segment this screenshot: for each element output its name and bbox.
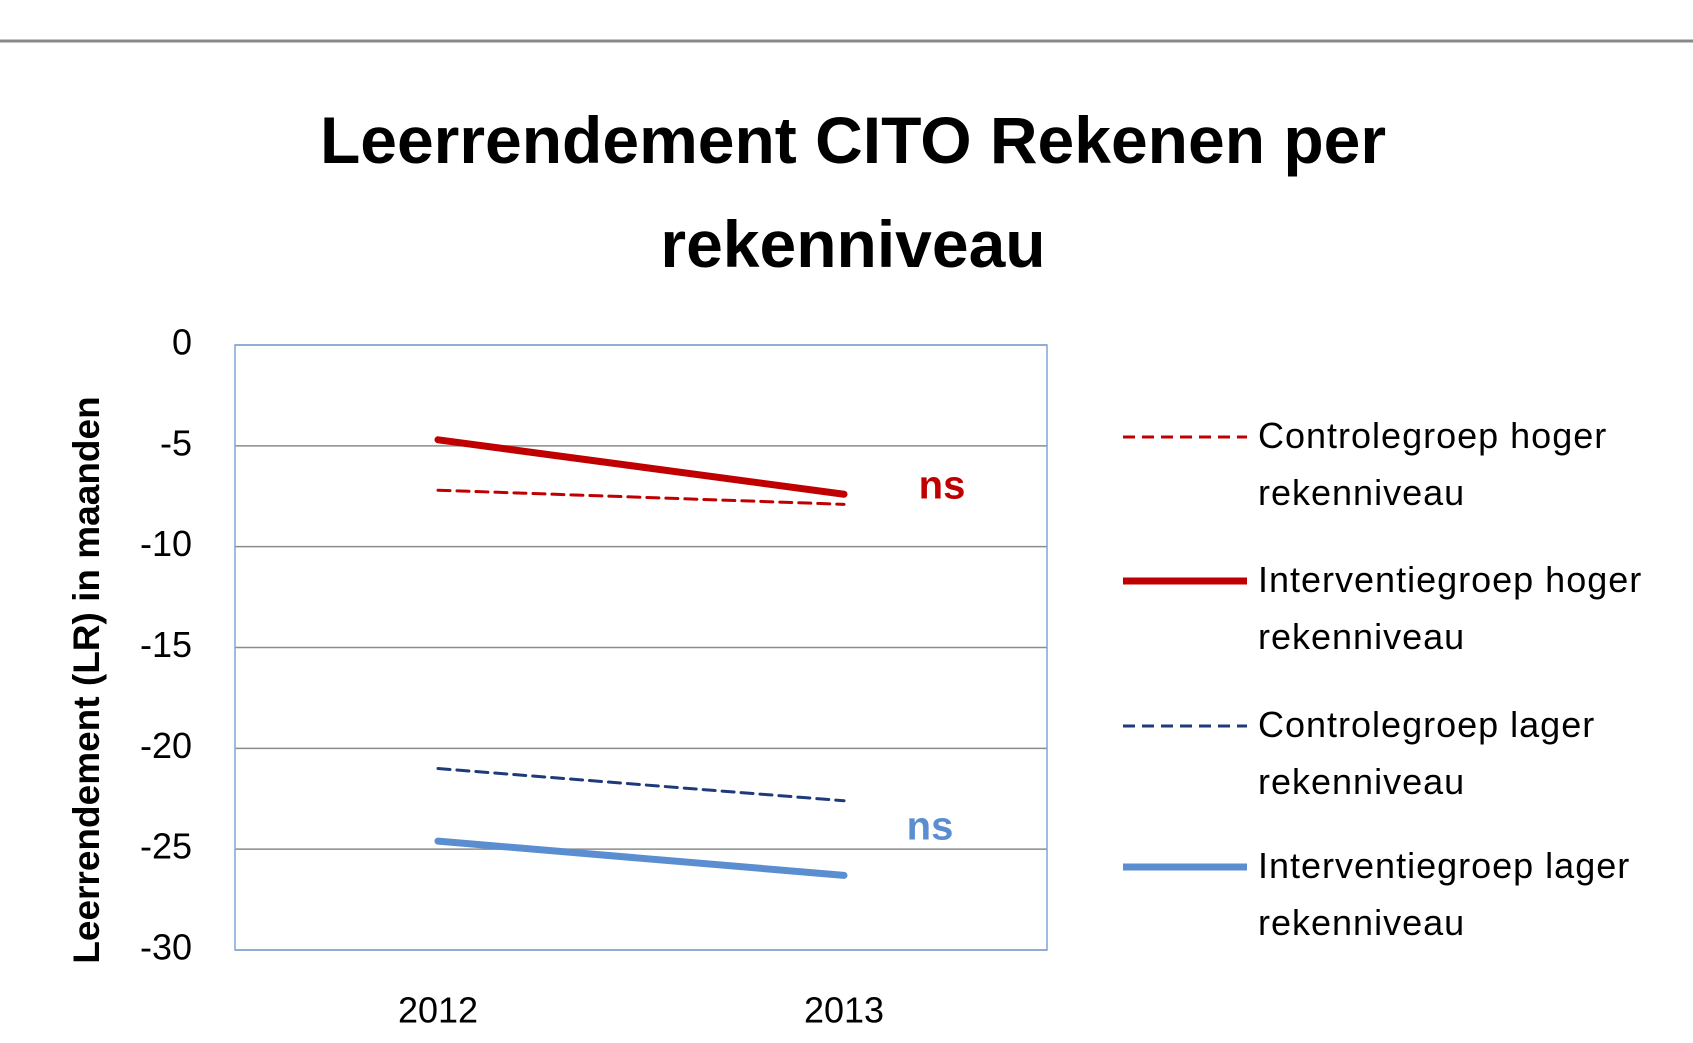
x-tick-label: 2013 (804, 990, 884, 1031)
y-tick-label: -5 (160, 422, 192, 463)
series-line (434, 436, 848, 498)
series-line (434, 837, 848, 879)
annotation: ns (907, 805, 954, 849)
y-tick-label: -15 (140, 624, 192, 665)
legend-label: Controlegroep hoger rekenniveau (1258, 415, 1608, 513)
legend-label: Controlegroep lager rekenniveau (1258, 704, 1596, 802)
y-tick-label: -10 (140, 523, 192, 564)
chart-title: Leerrendement CITO Rekenen per rekennive… (319, 103, 1387, 281)
y-axis-label: Leerrendement (LR) in maanden (66, 396, 107, 963)
plot-border (234, 344, 1048, 951)
y-tick-label: -30 (140, 927, 192, 968)
series-line (436, 767, 846, 803)
y-tick-label: -20 (140, 725, 192, 766)
annotation: ns (919, 464, 966, 508)
series-line (436, 488, 846, 506)
x-tick-label: 2012 (398, 990, 478, 1031)
legend-label: Interventiegroep hoger rekenniveau (1258, 559, 1643, 657)
y-tick-label: 0 (172, 322, 192, 363)
legend-label: Interventiegroep lager rekenniveau (1258, 845, 1631, 943)
y-tick-label: -25 (140, 826, 192, 867)
